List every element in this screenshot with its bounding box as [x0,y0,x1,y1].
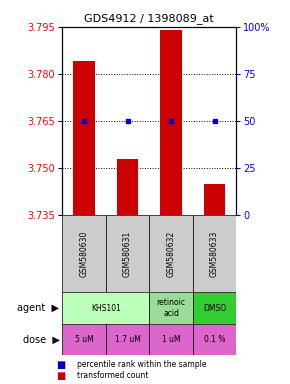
Text: 0.1 %: 0.1 % [204,335,225,344]
Text: 5 uM: 5 uM [75,335,93,344]
Bar [73,61,95,215]
Bar [193,292,236,324]
Bar [117,159,139,215]
Bar [106,215,149,292]
Text: ■: ■ [57,371,66,381]
Text: ■: ■ [57,360,66,370]
Bar [160,30,182,215]
Text: agent  ▶: agent ▶ [17,303,59,313]
Text: DMSO: DMSO [203,304,226,313]
Bar [62,324,106,355]
Text: dose  ▶: dose ▶ [23,335,59,345]
Text: GSM580632: GSM580632 [166,230,176,276]
Text: GSM580633: GSM580633 [210,230,219,276]
Text: retinoic
acid: retinoic acid [157,298,186,318]
Text: percentile rank within the sample: percentile rank within the sample [77,360,206,369]
Text: 1.7 uM: 1.7 uM [115,335,141,344]
Text: GSM580630: GSM580630 [79,230,89,276]
Title: GDS4912 / 1398089_at: GDS4912 / 1398089_at [84,13,214,24]
Bar [149,215,193,292]
Text: 1 uM: 1 uM [162,335,180,344]
Text: GSM580631: GSM580631 [123,230,132,276]
Bar [62,292,149,324]
Text: KHS101: KHS101 [91,304,121,313]
Bar [149,292,193,324]
Bar [106,324,149,355]
Bar [193,215,236,292]
Bar [62,215,106,292]
Bar [193,324,236,355]
Text: transformed count: transformed count [77,371,148,380]
Bar [204,184,226,215]
Bar [149,324,193,355]
